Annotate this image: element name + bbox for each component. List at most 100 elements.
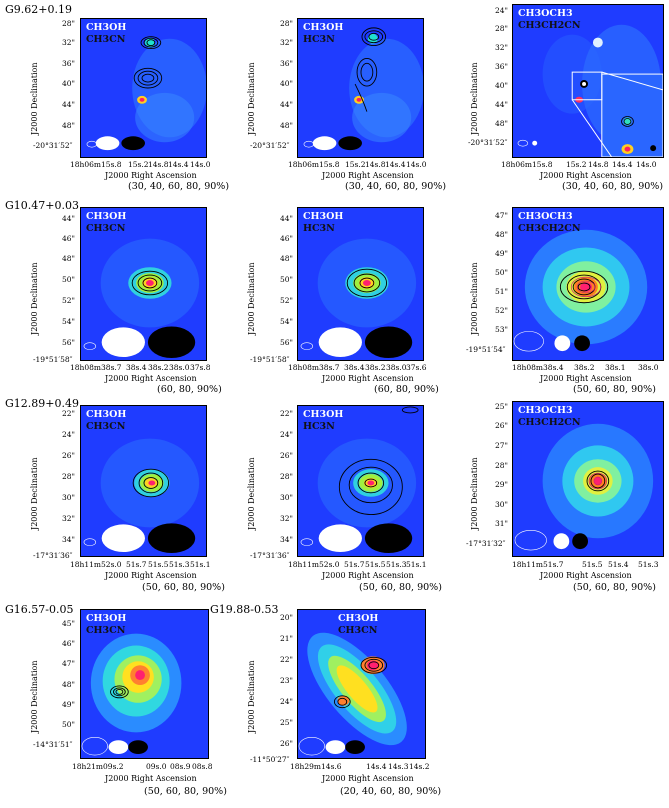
y-tick: 22" (280, 655, 293, 664)
molecule-label-primary: CH3OH (338, 613, 379, 624)
contour-levels: (50, 60, 80, 90%) (144, 786, 227, 797)
y-axis-label: J2000 Declination (470, 457, 479, 530)
y-tick: 36" (62, 59, 75, 68)
x-axis-label: J2000 Right Ascension (105, 171, 197, 180)
contour-overlay (81, 685, 148, 756)
x-tick: 18h11m52s.0 (288, 560, 340, 569)
y-axis-label: J2000 Declination (247, 457, 256, 530)
x-tick: 08s.8 (192, 762, 213, 771)
y-tick: 22" (280, 409, 293, 418)
y-tick: 30" (280, 493, 293, 502)
molecule-label-secondary: CH3CH2CN (518, 223, 581, 234)
y-tick: 56" (280, 338, 293, 347)
molecule-label-primary: CH3OCH3 (518, 211, 573, 222)
y-axis-label: J2000 Declination (470, 262, 479, 335)
source-name: G12.89+0.49 (5, 397, 79, 410)
x-tick: 51s.1 (406, 560, 427, 569)
x-tick: 14s.0 (406, 160, 427, 169)
molecule-label-secondary: CH3CH2CN (518, 417, 581, 428)
x-tick: 38s.4 (126, 363, 147, 372)
x-axis-label: J2000 Right Ascension (105, 374, 197, 383)
y-tick: 52" (280, 296, 293, 305)
y-tick: 26" (495, 421, 508, 430)
x-tick: 51s.3 (638, 560, 659, 569)
x-tick: 18h06m15s.8 (288, 160, 340, 169)
y-tick: 56" (62, 338, 75, 347)
y-tick: 40" (280, 79, 293, 88)
x-tick: 14s.4 (366, 762, 387, 771)
y-tick: 48" (280, 254, 293, 263)
contour-levels: (60, 80, 90%) (157, 384, 222, 395)
y-tick: 52" (495, 306, 508, 315)
contour-levels: (50, 60, 80, 90%) (359, 582, 442, 593)
molecule-label-primary: CH3OH (303, 22, 344, 33)
y-tick: 20" (280, 613, 293, 622)
y-tick: 32" (280, 38, 293, 47)
y-tick: 23" (280, 676, 293, 685)
contour-levels: (20, 40, 60, 80, 90%) (340, 786, 442, 797)
y-tick: 52" (62, 296, 75, 305)
x-tick: 18h08m38s.7 (288, 363, 340, 372)
x-tick: 38s.2 (574, 363, 595, 372)
contour-overlay (303, 27, 387, 151)
y-tick: 24" (280, 697, 293, 706)
y-tick: 46" (62, 639, 75, 648)
intensity-map: CH3OH CH3CN (80, 405, 207, 557)
y-tick: 28" (280, 472, 293, 481)
x-tick: 14s.4 (385, 160, 406, 169)
y-axis-label: J2000 Declination (30, 62, 39, 135)
y-tick: 30" (495, 500, 508, 509)
x-tick: 37s.8 (190, 363, 211, 372)
y-tick: 50" (280, 275, 293, 284)
y-tick: -19°51′54″ (466, 345, 506, 354)
y-tick: 44" (280, 214, 293, 223)
y-tick: 48" (62, 680, 75, 689)
y-axis-label: J2000 Declination (247, 262, 256, 335)
y-tick: 21" (280, 634, 293, 643)
molecule-label-secondary: CH3CN (86, 34, 126, 45)
y-tick: -20°31′52″ (468, 138, 508, 147)
intensity-map: CH3OH HC3N (297, 207, 424, 361)
x-tick: 51s.5 (582, 560, 603, 569)
x-tick: 18h11m52s.0 (70, 560, 122, 569)
x-tick: 18h21m09s.2 (72, 762, 124, 771)
y-tick: 50" (62, 720, 75, 729)
source-name: G16.57-0.05 (5, 603, 74, 616)
x-tick: 51s.5 (365, 560, 386, 569)
x-axis-label: J2000 Right Ascension (322, 774, 414, 783)
y-tick: 34" (62, 535, 75, 544)
y-tick: 49" (62, 700, 75, 709)
molecule-label-primary: CH3OH (86, 211, 127, 222)
y-tick: 54" (280, 317, 293, 326)
y-tick: 44" (495, 100, 508, 109)
y-tick: 24" (280, 430, 293, 439)
x-axis-label: J2000 Right Ascension (105, 774, 197, 783)
molecule-label-primary: CH3OCH3 (518, 8, 573, 19)
intensity-map: CH3OH CH3CN (297, 609, 426, 759)
x-tick: 38s.0 (386, 363, 407, 372)
x-axis-label: J2000 Right Ascension (105, 571, 197, 580)
x-tick: 51s.1 (190, 560, 211, 569)
y-tick: 32" (280, 514, 293, 523)
x-tick: 14s.0 (636, 160, 657, 169)
molecule-label-secondary: CH3CN (338, 625, 378, 636)
contour-overlay (83, 468, 196, 554)
intensity-map: CH3OH CH3CN (80, 207, 207, 361)
x-tick: 18h29m14s.6 (290, 762, 342, 771)
y-tick: 32" (62, 514, 75, 523)
x-tick: 18h08m38s.4 (512, 363, 564, 372)
contour-overlay (514, 470, 610, 551)
source-name: G19.88-0.53 (210, 603, 279, 616)
molecule-label-primary: CH3OH (86, 409, 127, 420)
contour-levels: (50, 60, 80, 90%) (142, 582, 225, 593)
x-tick: 38s.1 (605, 363, 626, 372)
y-tick: -20°31′52″ (33, 141, 73, 150)
y-tick: -17°31′36″ (33, 551, 73, 560)
y-tick: 28" (62, 472, 75, 481)
x-tick: 38s.4 (344, 363, 365, 372)
y-tick: -17°31′36″ (250, 551, 290, 560)
x-axis-label: J2000 Right Ascension (540, 374, 632, 383)
x-tick: 14s.0 (190, 160, 211, 169)
y-tick: 28" (495, 24, 508, 33)
y-axis-label: J2000 Declination (470, 62, 479, 135)
